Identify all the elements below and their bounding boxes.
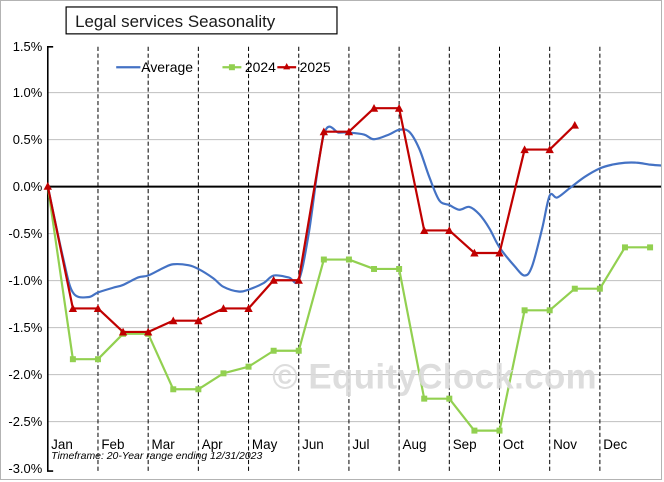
svg-text:-2.5%: -2.5% [8, 414, 42, 429]
svg-text:Jan: Jan [51, 437, 73, 452]
svg-text:Feb: Feb [101, 437, 124, 452]
svg-text:-1.5%: -1.5% [8, 320, 42, 335]
svg-text:Nov: Nov [553, 437, 577, 452]
svg-text:Jun: Jun [302, 437, 324, 452]
svg-text:0.0%: 0.0% [13, 179, 43, 194]
svg-text:© EquityClock.com: © EquityClock.com [272, 357, 597, 396]
svg-text:0.5%: 0.5% [13, 132, 43, 147]
svg-text:Sep: Sep [453, 437, 477, 452]
svg-text:Timeframe: 20-Year range endin: Timeframe: 20-Year range ending 12/31/20… [51, 451, 262, 462]
svg-text:Aug: Aug [403, 437, 427, 452]
svg-text:1.5%: 1.5% [13, 39, 43, 54]
svg-text:1.0%: 1.0% [13, 85, 43, 100]
svg-text:Dec: Dec [603, 437, 627, 452]
svg-text:-1.0%: -1.0% [8, 273, 42, 288]
svg-text:Apr: Apr [202, 437, 223, 452]
svg-text:Mar: Mar [152, 437, 176, 452]
svg-text:Oct: Oct [503, 437, 524, 452]
svg-text:May: May [252, 437, 278, 452]
svg-text:Average: Average [141, 59, 193, 75]
svg-text:2024: 2024 [245, 59, 276, 75]
svg-text:Jul: Jul [352, 437, 369, 452]
svg-text:-0.5%: -0.5% [8, 226, 42, 241]
svg-text:2025: 2025 [300, 59, 331, 75]
svg-text:Legal services Seasonality: Legal services Seasonality [75, 12, 276, 31]
svg-text:-3.0%: -3.0% [8, 461, 42, 476]
svg-text:-2.0%: -2.0% [8, 367, 42, 382]
